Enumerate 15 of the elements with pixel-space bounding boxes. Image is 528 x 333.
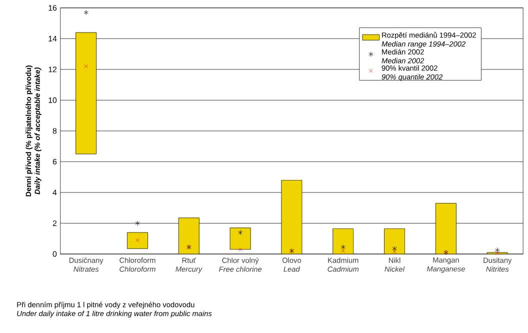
- point: [340, 244, 346, 250]
- point: [495, 251, 500, 256]
- point: [136, 238, 140, 242]
- point: [495, 248, 500, 253]
- point: [238, 248, 242, 252]
- bar: [76, 32, 97, 154]
- bar: [230, 228, 251, 250]
- point: [341, 249, 346, 253]
- bar: [127, 232, 148, 249]
- point: [392, 246, 397, 252]
- point: [392, 250, 396, 254]
- point: [238, 230, 243, 236]
- point: [135, 220, 140, 226]
- point: [84, 10, 88, 16]
- point: [84, 64, 88, 68]
